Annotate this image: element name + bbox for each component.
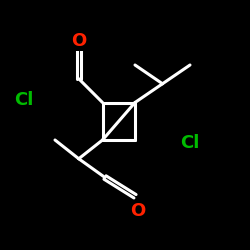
Text: Cl: Cl [14,91,34,109]
Text: O: O [71,32,86,50]
Text: Cl: Cl [180,134,200,152]
Text: O: O [130,202,145,220]
